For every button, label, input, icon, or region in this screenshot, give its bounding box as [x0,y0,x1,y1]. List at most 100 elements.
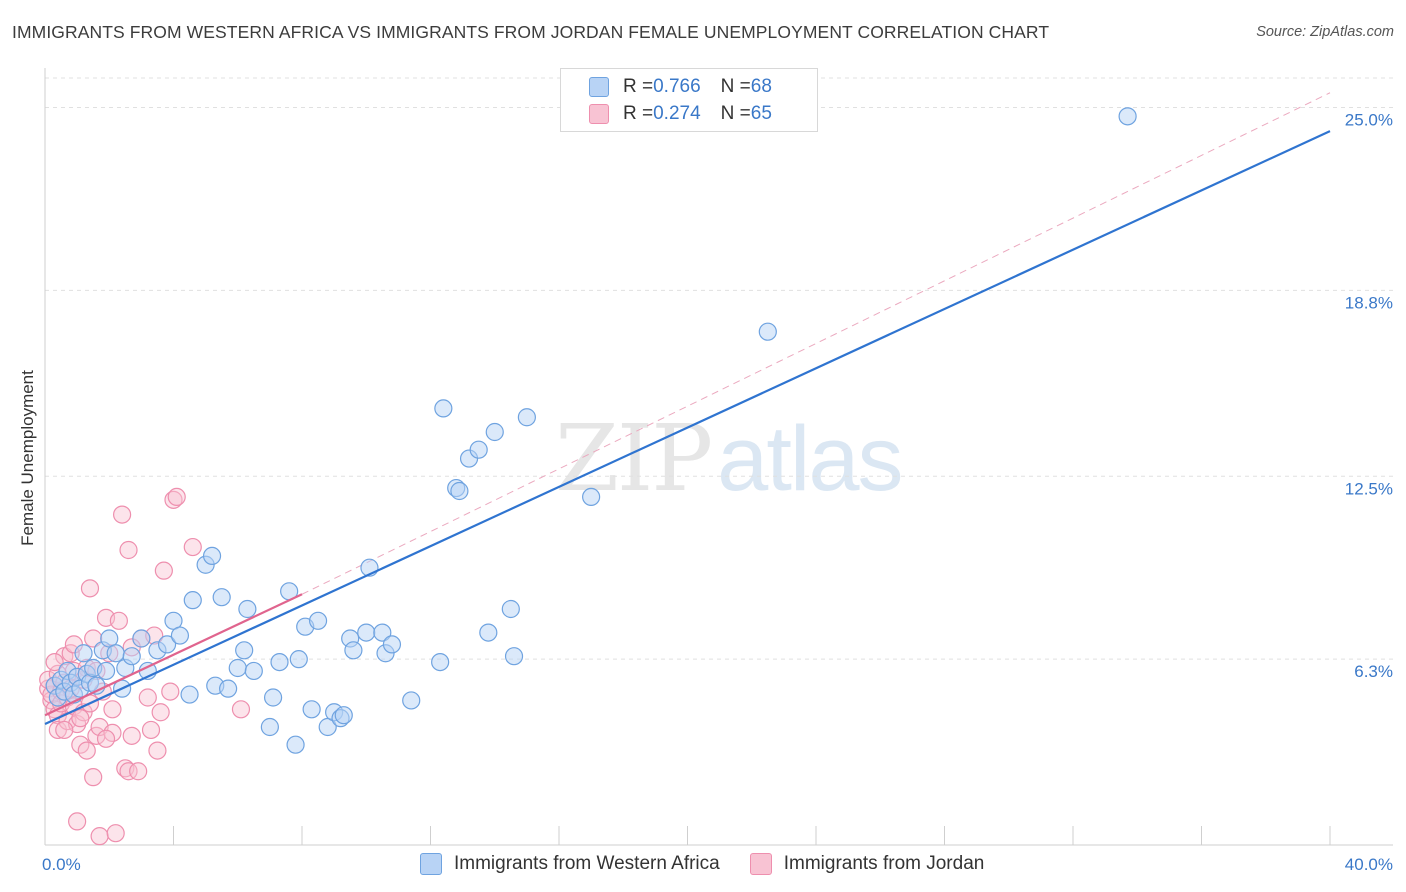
data-point-jordan [109,611,128,630]
legend-r-value: 0.274 [653,103,701,124]
data-point-western-africa [202,546,222,566]
data-point-western-africa [357,623,376,642]
data-point-western-africa [270,652,289,672]
data-point-jordan [148,741,167,760]
data-point-jordan [103,700,122,719]
legend-row-jordan: R = 0.274 N = 65 [589,101,772,127]
data-point-western-africa [180,685,199,704]
data-point-western-africa [485,422,504,442]
legend-swatch-blue [589,77,609,97]
trend-line-jordan [44,593,303,717]
data-point-western-africa [1118,107,1137,126]
axes [44,68,1393,846]
data-point-western-africa [183,591,202,610]
legend-n-value: 65 [750,103,772,124]
legend-swatch-blue [420,853,442,875]
tick-labels: 6.3% 12.5% 18.8% 25.0% 0.0% 40.0% [42,111,1393,875]
data-point-western-africa [302,700,321,719]
data-point-jordan [164,490,183,509]
data-point-western-africa [122,647,141,666]
data-point-western-africa [235,641,254,660]
legend-item-western-africa: Immigrants from Western Africa [420,853,720,875]
data-point-jordan [68,812,87,831]
data-point-western-africa [212,588,231,607]
data-point-western-africa [244,661,263,681]
data-point-western-africa [289,650,308,669]
data-point-western-africa [344,641,363,660]
data-point-western-africa [228,658,247,678]
data-point-western-africa [758,322,777,341]
legend-label-western-africa: Immigrants from Western Africa [454,853,720,874]
data-point-western-africa [501,599,520,619]
data-point-western-africa [260,717,279,737]
data-point-western-africa [450,481,469,501]
data-point-western-africa [334,706,353,725]
data-point-jordan [138,688,157,707]
correlation-legend: R = 0.766 N = 68 R = 0.274 N = 65 [560,68,818,132]
grid-lines [45,77,1393,660]
legend-r-label: R = [623,103,654,124]
legend-r-label: R = [623,76,654,97]
data-point-jordan [161,682,180,701]
data-point-jordan [77,741,96,760]
data-point-jordan [45,652,64,672]
data-point-western-africa [74,644,93,663]
legend-r-value: 0.766 [653,76,701,97]
data-point-jordan [55,720,74,740]
data-point-jordan [231,700,251,719]
legend-item-jordan: Immigrants from Jordan [749,853,984,875]
data-point-jordan [183,537,202,557]
y-tick-label: 18.8% [1345,293,1393,312]
data-point-jordan [90,827,109,846]
data-point-western-africa [434,399,453,418]
data-point-jordan [154,561,173,580]
data-point-western-africa [582,487,601,506]
data-point-jordan [141,720,161,740]
data-point-western-africa [308,611,328,630]
data-point-jordan [106,824,125,843]
data-point-western-africa [479,623,498,642]
data-point-western-africa [106,644,125,663]
x-tick-label: 40.0% [1345,855,1393,874]
y-tick-label: 12.5% [1345,479,1393,498]
points-western-africa [45,107,1137,754]
data-point-western-africa [132,629,151,648]
legend-n-label: N = [720,76,751,97]
data-point-western-africa [219,679,238,698]
x-tick-label: 0.0% [42,855,81,874]
data-point-jordan [119,540,138,560]
legend-swatch-pink [589,104,609,124]
data-point-jordan [151,703,170,722]
data-point-western-africa [286,735,305,754]
y-tick-label: 6.3% [1354,662,1393,681]
data-point-jordan [96,729,116,748]
data-point-western-africa [238,599,257,619]
source-credit: Source: ZipAtlas.com [1256,24,1394,40]
chart-title: IMMIGRANTS FROM WESTERN AFRICA VS IMMIGR… [12,22,1050,42]
watermark: ZIPatlas [555,405,904,512]
legend-n-value: 68 [750,76,772,97]
data-point-jordan [71,709,90,728]
data-point-jordan [129,762,148,781]
data-point-jordan [112,505,132,524]
data-point-jordan [122,726,141,745]
data-point-western-africa [517,408,536,427]
reference-diagonal [301,92,1331,595]
reference-line [301,92,1331,595]
data-point-western-africa [402,691,421,710]
data-point-jordan [119,762,138,781]
legend-swatch-pink [749,853,772,875]
watermark-zip: ZIP [555,405,713,512]
legend-n-label: N = [720,103,751,124]
data-point-western-africa [382,635,402,654]
data-point-jordan [167,487,186,506]
legend-row-western-africa: R = 0.766 N = 68 [589,74,772,100]
data-point-jordan [80,579,100,598]
data-point-western-africa [263,688,283,707]
data-point-western-africa [431,652,450,672]
data-point-western-africa [469,440,488,459]
trend-line-western-africa [44,130,1331,726]
data-point-western-africa [170,626,190,645]
data-point-western-africa [96,661,116,681]
